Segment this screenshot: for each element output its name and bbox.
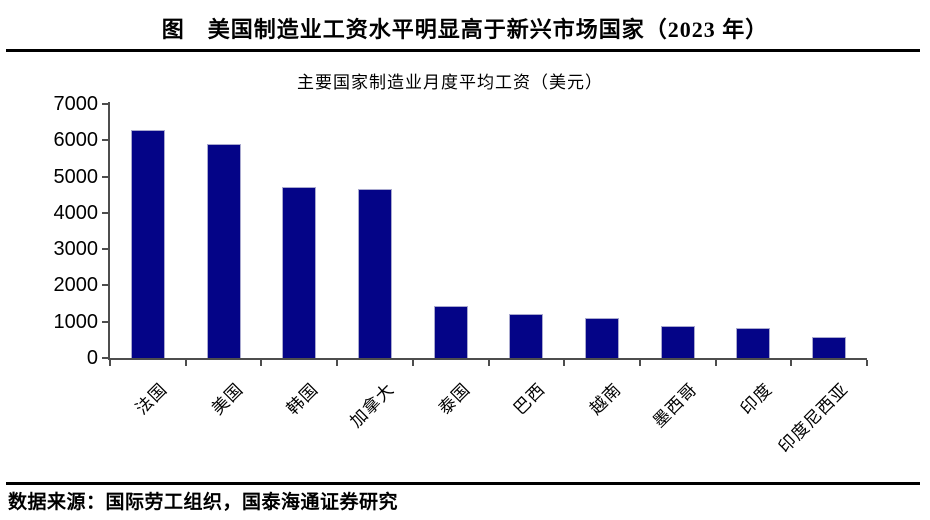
x-axis-label-加拿大: 加拿大 [346, 379, 398, 432]
bar-美国 [206, 144, 241, 358]
x-axis-line [108, 358, 867, 360]
bar-巴西 [509, 314, 544, 358]
y-tick-mark [102, 284, 108, 286]
y-axis-tick-label: 7000 [53, 93, 99, 115]
y-tick-mark [102, 103, 108, 105]
x-axis-label-韩国: 韩国 [283, 379, 323, 419]
y-axis-tick-label: 0 [86, 347, 98, 369]
x-axis-label-越南: 越南 [586, 379, 626, 419]
x-tick-mark [790, 360, 792, 366]
y-tick-mark [102, 176, 108, 178]
y-axis-tick-label: 3000 [53, 238, 99, 260]
bar-法国 [130, 130, 165, 358]
x-tick-mark [412, 360, 414, 366]
figure-title: 图 美国制造业工资水平明显高于新兴市场国家（2023 年） [161, 17, 769, 42]
y-axis-tick-label: 2000 [53, 274, 99, 296]
y-tick-mark [102, 212, 108, 214]
x-tick-mark [866, 360, 868, 366]
y-tick-mark [102, 248, 108, 250]
y-axis-tick-label: 4000 [53, 202, 99, 224]
bar-印度尼西亚 [812, 337, 847, 358]
x-tick-mark [639, 360, 641, 366]
source-divider [6, 482, 920, 485]
x-tick-mark [260, 360, 262, 366]
x-tick-mark [488, 360, 490, 366]
title-divider [6, 49, 920, 52]
y-tick-mark [102, 139, 108, 141]
y-axis-tick-label: 6000 [53, 129, 99, 151]
x-tick-mark [563, 360, 565, 366]
y-tick-mark [102, 357, 108, 359]
y-axis-tick-label: 5000 [53, 166, 99, 188]
x-axis-label-美国: 美国 [207, 379, 247, 419]
bar-墨西哥 [660, 326, 695, 358]
x-tick-mark [185, 360, 187, 366]
x-tick-mark [715, 360, 717, 366]
x-axis-label-泰国: 泰国 [434, 379, 474, 419]
x-tick-mark [109, 360, 111, 366]
y-axis-tick-label: 1000 [53, 311, 99, 333]
x-axis-label-法国: 法国 [131, 379, 171, 419]
bar-印度 [736, 328, 771, 358]
x-axis-label-墨西哥: 墨西哥 [649, 379, 701, 432]
x-axis-label-印度尼西亚: 印度尼西亚 [775, 379, 853, 457]
bar-加拿大 [357, 189, 392, 358]
x-tick-mark [336, 360, 338, 366]
bar-泰国 [433, 306, 468, 358]
source-note: 数据来源：国际劳工组织，国泰海通证券研究 [8, 492, 399, 513]
x-axis-label-印度: 印度 [737, 379, 777, 419]
bar-越南 [585, 318, 620, 358]
y-tick-mark [102, 321, 108, 323]
y-axis-line [108, 102, 110, 360]
chart-title: 主要国家制造业月度平均工资（美元） [297, 73, 603, 92]
bar-韩国 [282, 187, 317, 358]
x-axis-label-巴西: 巴西 [510, 379, 550, 419]
